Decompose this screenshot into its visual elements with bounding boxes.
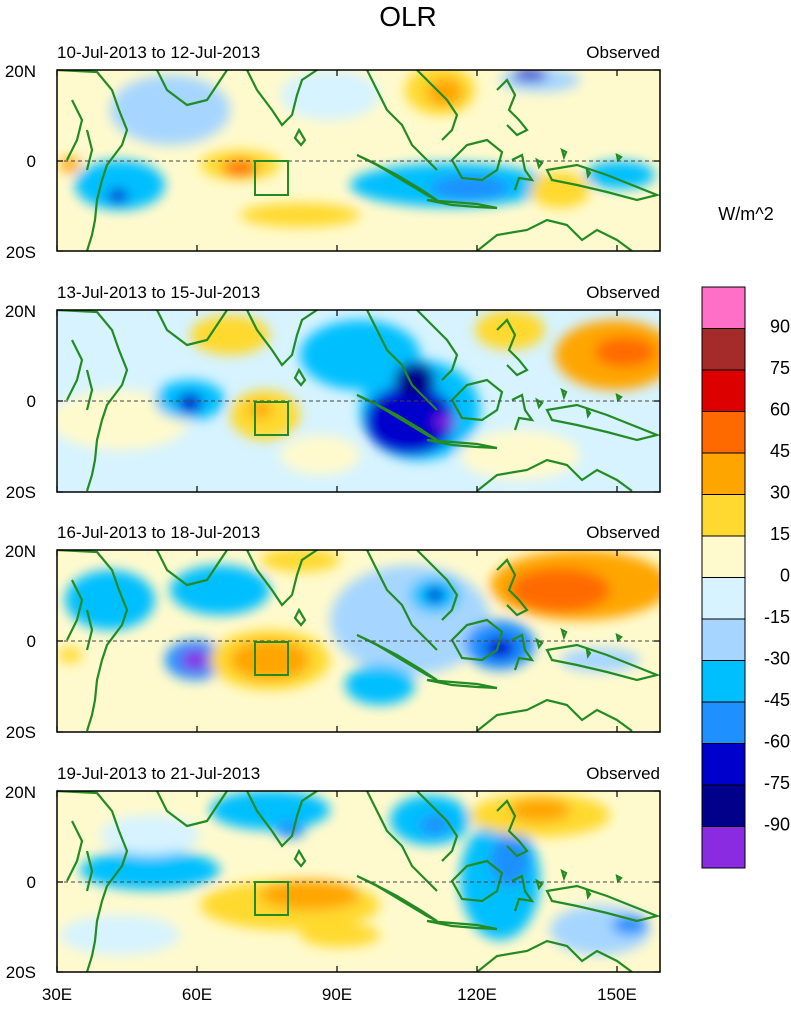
panel-tag: Observed [586,283,660,302]
colorbar-label: 90 [770,317,790,337]
colorbar-swatch [701,577,746,620]
lat-label-0: 0 [27,632,36,651]
colorbar-swatch [701,286,746,329]
region-box [254,160,289,196]
lon-label-60e: 60E [182,985,212,1004]
lat-label-0: 0 [27,152,36,171]
colorbar-swatch [701,369,746,412]
olr-anomaly-field [57,70,660,251]
colorbar-swatch [701,411,746,454]
panel-date-range: 10-Jul-2013 to 12-Jul-2013 [57,43,260,62]
olr-anomaly-field [57,550,660,732]
colorbar: 90 75 60 45 30 15 0 -15 -30 -45 -60 -75 -90 [701,286,790,869]
colorbar-swatch [701,743,746,786]
map-panel-2: 13-Jul-2013 to 15-Jul-2013 Observed [5,283,661,502]
colorbar-swatch [701,452,746,495]
panel-date-range: 13-Jul-2013 to 15-Jul-2013 [57,283,260,302]
olr-anomaly-field [57,791,660,972]
colorbar-label: 75 [770,358,790,378]
lon-label-30e: 30E [42,985,72,1004]
lat-label-20s: 20S [6,963,36,982]
map-panel-3: 16-Jul-2013 to 18-Jul-2013 Observed [5,523,661,742]
colorbar-swatch [701,826,746,869]
colorbar-swatch [701,660,746,703]
lat-label-20s: 20S [6,723,36,742]
lat-label-20n: 20N [5,62,36,81]
colorbar-swatch [701,328,746,371]
colorbar-label: 30 [770,483,790,503]
panel-tag: Observed [586,764,660,783]
region-box [254,401,289,436]
map-panel-4: 19-Jul-2013 to 21-Jul-2013 Observed [5,764,661,982]
colorbar-label: -30 [764,649,790,669]
colorbar-swatch [701,701,746,744]
colorbar-label: -15 [764,607,790,627]
lat-label-0: 0 [27,392,36,411]
units-label: W/m^2 [718,204,773,224]
lon-label-120e: 120E [457,985,497,1004]
lat-label-20n: 20N [5,302,36,321]
lat-label-20n: 20N [5,542,36,561]
olr-anomaly-field [57,310,660,492]
colorbar-swatch [701,535,746,578]
colorbar-label: 60 [770,400,790,420]
lat-label-20s: 20S [6,483,36,502]
colorbar-swatch [701,784,746,827]
panel-date-range: 16-Jul-2013 to 18-Jul-2013 [57,523,260,542]
colorbar-swatch [701,494,746,537]
colorbar-label: 0 [780,566,790,586]
lat-label-20s: 20S [6,243,36,262]
region-box [254,641,289,676]
longitude-axis: 30E 60E 90E 120E 150E [42,985,637,1004]
panel-tag: Observed [586,523,660,542]
lat-label-20n: 20N [5,783,36,802]
panel-date-range: 19-Jul-2013 to 21-Jul-2013 [57,764,260,783]
colorbar-label: 45 [770,441,790,461]
figure-title: OLR [379,1,437,32]
lat-label-0: 0 [27,873,36,892]
panel-tag: Observed [586,43,660,62]
lon-label-90e: 90E [322,985,352,1004]
colorbar-swatch [701,618,746,661]
colorbar-label: -45 [764,690,790,710]
colorbar-label: -60 [764,732,790,752]
region-box [254,881,289,916]
colorbar-label: -75 [764,773,790,793]
lon-label-150e: 150E [597,985,637,1004]
map-panel-1: 10-Jul-2013 to 12-Jul-2013 Observed [5,43,661,262]
colorbar-label: 15 [770,524,790,544]
colorbar-label: -90 [764,815,790,835]
